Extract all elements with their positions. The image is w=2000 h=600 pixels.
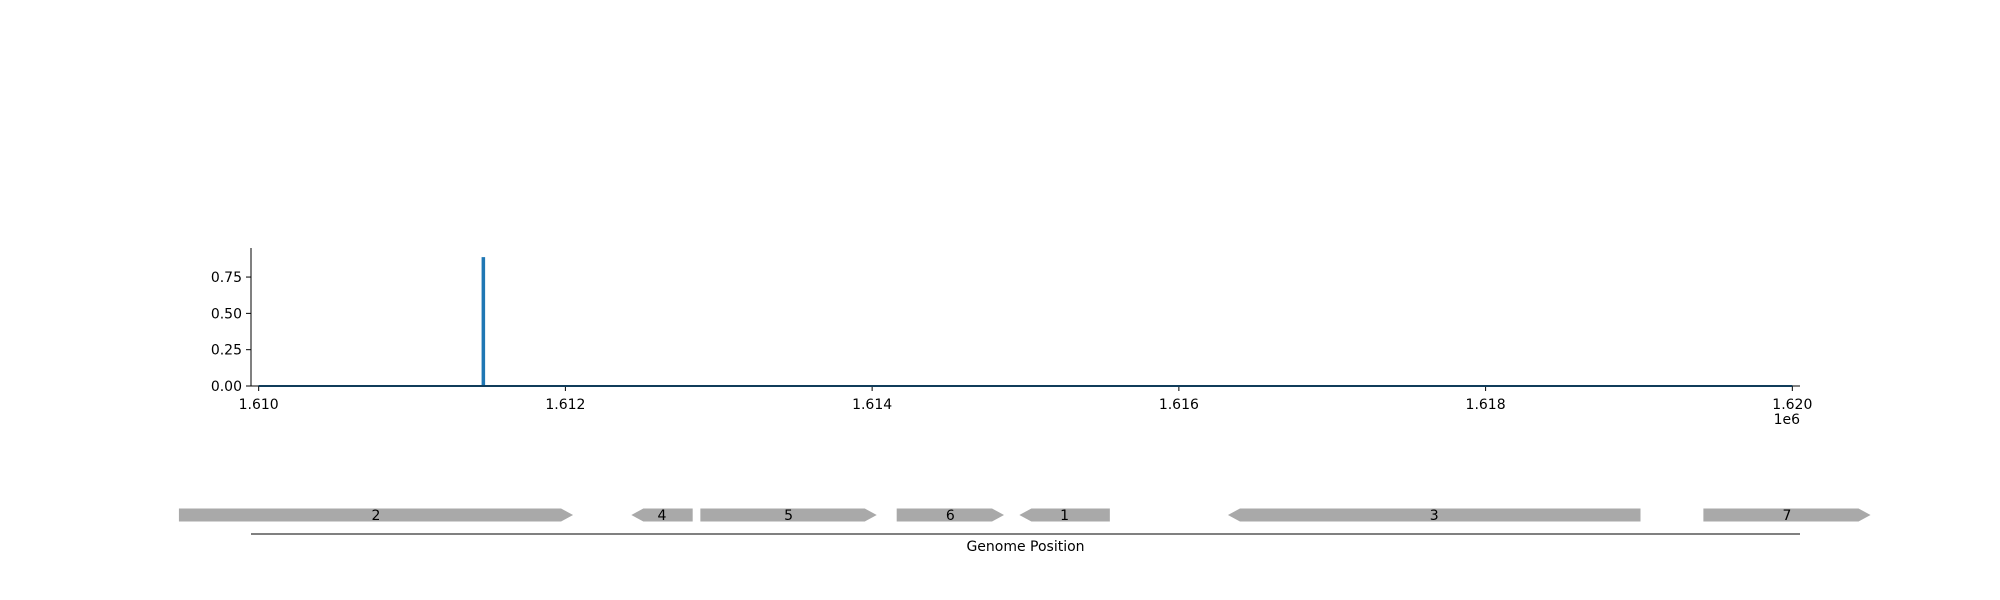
- gene-layer: 2 4 5 6 1 3 7: [178, 508, 1871, 524]
- series-layer: [258, 257, 1793, 387]
- gene-label: 3: [1430, 508, 1439, 524]
- gene-arrow: [631, 508, 693, 522]
- gene-label: 5: [784, 508, 793, 524]
- y-tick-label: 0.50: [211, 306, 242, 322]
- x-tick-label: 1.620: [1772, 397, 1812, 413]
- gene-label: 6: [946, 508, 955, 524]
- gene-arrow: [1227, 508, 1641, 522]
- signal-plot: 1.610 1.612 1.614 1.616 1.618 1.620 0.00 0.25 0.…: [211, 248, 1813, 428]
- x-axis-label: Genome Position: [966, 539, 1084, 555]
- gene-label: 1: [1060, 508, 1069, 524]
- gene-arrow: [1703, 508, 1871, 522]
- x-tick-label: 1.610: [239, 397, 279, 413]
- gene-arrow: [700, 508, 877, 522]
- y-tick-label: 0.75: [211, 270, 242, 286]
- x-offset-label: 1e6: [1774, 412, 1801, 428]
- series-line: [258, 257, 1793, 387]
- tick-layer: 1.610 1.612 1.614 1.616 1.618 1.620 0.00 0.25 0.…: [211, 270, 1813, 413]
- gene-track: 2 4 5 6 1 3 7 Genome Position: [178, 508, 1871, 555]
- gene-label: 4: [658, 508, 667, 524]
- gene-label: 2: [372, 508, 381, 524]
- y-tick-label: 0.00: [211, 379, 242, 395]
- gene-label: 7: [1783, 508, 1792, 524]
- gene-arrow: [896, 508, 1005, 522]
- x-tick-label: 1.612: [545, 397, 585, 413]
- x-tick-label: 1.614: [852, 397, 892, 413]
- x-tick-label: 1.618: [1466, 397, 1506, 413]
- gene-arrow: [178, 508, 574, 522]
- y-tick-label: 0.25: [211, 343, 242, 359]
- x-tick-label: 1.616: [1159, 397, 1199, 413]
- gene-arrow: [1019, 508, 1110, 522]
